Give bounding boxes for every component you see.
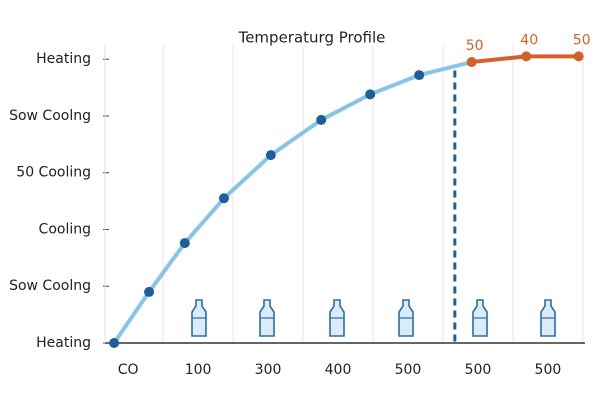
x-tick-label: 100 xyxy=(185,362,212,378)
data-point xyxy=(265,150,276,161)
data-point xyxy=(316,114,327,125)
data-point xyxy=(573,51,584,62)
annotation: 50 xyxy=(466,38,484,54)
y-tick-label: Sow Coolng xyxy=(9,278,91,294)
data-point xyxy=(466,57,477,68)
series-line xyxy=(112,73,422,345)
x-tick-label: 400 xyxy=(325,362,352,378)
x-tick-label: 500 xyxy=(465,362,492,378)
x-tick-label: CO xyxy=(118,362,139,378)
data-point xyxy=(521,51,532,62)
annotation: 50 xyxy=(573,32,591,48)
data-point xyxy=(218,193,229,204)
y-tick-label: Cooling xyxy=(39,221,91,237)
x-tick-label: 300 xyxy=(255,362,282,378)
x-tick-label: 500 xyxy=(395,362,422,378)
y-tick-label: Sow Coolng xyxy=(9,108,91,124)
y-tick-label: Heating xyxy=(36,51,91,67)
connector xyxy=(417,60,474,78)
x-tick-label: 500 xyxy=(535,362,562,378)
data-point xyxy=(144,286,155,297)
annotation: 40 xyxy=(520,32,538,48)
data-point xyxy=(109,338,120,348)
y-tick-label: 50 Cooling xyxy=(16,165,91,181)
data-point xyxy=(365,89,376,100)
y-tick-label: Heating xyxy=(36,335,91,351)
data-point xyxy=(414,70,425,81)
chart-title: Temperaturg Profile xyxy=(238,29,386,47)
data-point xyxy=(179,238,190,249)
